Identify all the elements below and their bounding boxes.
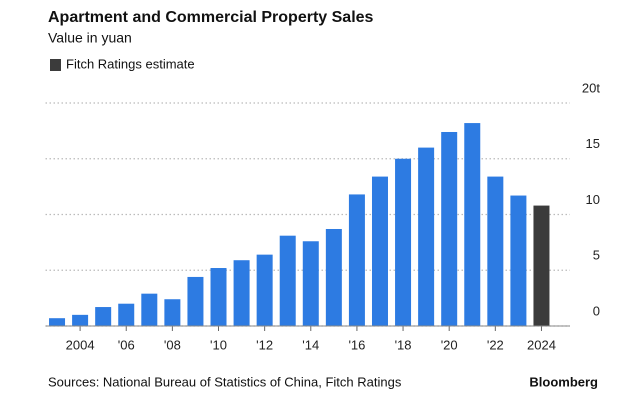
bar — [348, 194, 365, 326]
bar — [441, 131, 458, 326]
x-tick-label: '16 — [348, 337, 365, 352]
bar — [533, 205, 550, 326]
bar — [418, 147, 435, 326]
bar — [464, 123, 481, 326]
x-tick-label: '18 — [395, 337, 412, 352]
x-tick-label: '22 — [487, 337, 504, 352]
x-tick-label: '12 — [256, 337, 273, 352]
bar — [141, 293, 158, 326]
bar — [95, 307, 112, 326]
bar — [210, 268, 227, 326]
bar — [279, 235, 296, 326]
bar — [510, 195, 527, 326]
bar — [187, 276, 204, 326]
legend-swatch — [50, 59, 61, 71]
y-tick-label: 5 — [593, 248, 600, 263]
bar — [487, 176, 504, 326]
bar — [49, 318, 66, 326]
brand: Bloomberg — [529, 374, 598, 389]
x-tick-label: '14 — [302, 337, 319, 352]
bar — [233, 260, 250, 326]
chart-title: Apartment and Commercial Property Sales — [48, 9, 374, 26]
bar — [118, 303, 135, 326]
chart-subtitle: Value in yuan — [48, 30, 132, 46]
y-tick-label: 0 — [593, 303, 600, 318]
y-tick-label: 10 — [586, 192, 600, 207]
x-tick-label: '20 — [441, 337, 458, 352]
bar — [256, 254, 273, 326]
bar — [371, 176, 388, 326]
bar — [302, 241, 319, 326]
source: Sources: National Bureau of Statistics o… — [48, 374, 402, 389]
bar — [325, 228, 342, 326]
x-tick-label: '08 — [164, 337, 181, 352]
bar — [164, 299, 181, 326]
x-tick-label: 2024 — [527, 337, 556, 352]
legend-label: Fitch Ratings estimate — [66, 56, 195, 71]
x-tick-label: '10 — [210, 337, 227, 352]
y-tick-label: 15 — [586, 136, 600, 151]
x-tick-label: 2004 — [66, 337, 95, 352]
y-tick-label: 20t — [582, 80, 600, 95]
bar — [395, 158, 412, 326]
x-tick-label: '06 — [118, 337, 135, 352]
bar — [72, 314, 89, 326]
